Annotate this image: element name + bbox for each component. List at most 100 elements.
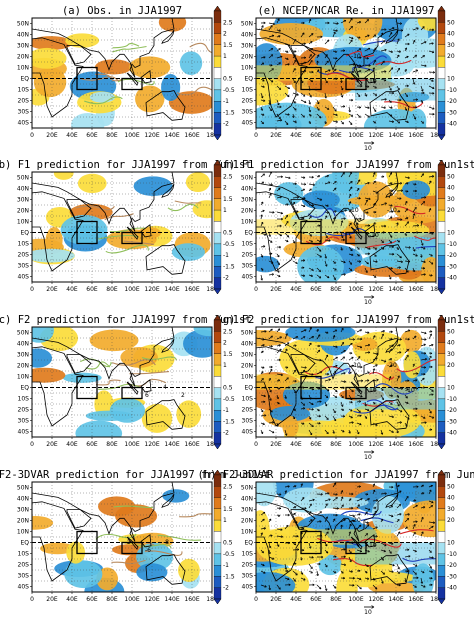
- wind-vector: [428, 260, 434, 265]
- wind-vector-head: [414, 549, 417, 553]
- wind-vector-head: [392, 27, 395, 30]
- colorbar-label: 10: [447, 385, 455, 392]
- wind-vector: [420, 246, 426, 250]
- wind-vector: [300, 407, 306, 410]
- wind-vector-head: [350, 181, 353, 184]
- wind-vector-head: [292, 201, 295, 205]
- wind-vector-head: [264, 585, 267, 588]
- wind-vector: [276, 394, 279, 400]
- wind-vector-head: [325, 503, 328, 506]
- wind-vector-head: [296, 534, 299, 538]
- anomaly-patch: [33, 67, 67, 98]
- panel-g: (g) F2 prediction for JJA1997 from Jun1s…: [216, 314, 474, 461]
- wind-vector: [428, 180, 432, 185]
- wind-vector-head: [373, 335, 376, 338]
- colorbar-label: 2.5: [223, 328, 233, 335]
- wind-vector-head: [350, 18, 353, 21]
- lat-tick-label: 50N: [241, 175, 253, 182]
- lat-tick-label: 30S: [242, 263, 254, 270]
- wind-vector-head: [325, 264, 328, 267]
- colorbar-label: 50: [447, 328, 455, 335]
- wind-vector: [260, 330, 267, 333]
- lon-tick-label: 80E: [330, 132, 342, 139]
- wind-vector: [404, 394, 408, 399]
- wind-vector-head: [405, 94, 408, 97]
- wind-vector: [260, 56, 266, 59]
- wind-vector-head: [422, 201, 426, 204]
- wind-vector: [348, 415, 353, 419]
- lat-tick-label: EQ: [244, 230, 253, 237]
- wind-vector-head: [319, 371, 323, 374]
- anomaly-patch: [53, 172, 74, 180]
- wind-vector: [388, 106, 393, 109]
- wind-vector-head: [421, 484, 424, 488]
- wind-vector: [340, 380, 346, 383]
- wind-vector: [364, 64, 371, 66]
- wind-vector-head: [431, 50, 435, 54]
- wind-vector: [428, 556, 434, 559]
- colorbar-segment: [213, 221, 222, 233]
- wind-vector: [388, 172, 392, 178]
- wind-vector: [404, 267, 409, 273]
- anomaly-patch: [64, 560, 103, 589]
- wind-vector: [420, 377, 425, 382]
- wind-vector: [332, 113, 338, 116]
- wind-vector-head: [336, 507, 339, 510]
- lat-tick-label: 30S: [242, 418, 254, 425]
- coastline: [161, 338, 175, 354]
- wind-vector-head: [280, 373, 283, 377]
- contour-line: [113, 505, 154, 509]
- lat-tick-label: 40N: [241, 496, 253, 503]
- colorbar-segment: [213, 89, 222, 102]
- wind-vector: [316, 520, 322, 523]
- lon-tick-label: 180: [430, 441, 442, 448]
- panel-b: (b) F1 prediction for JJA1997 from Jun1s…: [0, 159, 252, 293]
- lon-tick-label: 180: [430, 132, 442, 139]
- wind-vector-head: [406, 354, 409, 358]
- wind-vector-head: [341, 342, 345, 345]
- wind-vector: [396, 67, 400, 73]
- lon-tick-label: 20E: [270, 441, 282, 448]
- colorbar-label: -0.5: [223, 87, 235, 94]
- wind-vector-head: [408, 555, 411, 558]
- wind-vector: [420, 273, 426, 276]
- wind-vector: [340, 92, 343, 98]
- wind-vector: [372, 584, 378, 590]
- wind-vector-head: [381, 397, 384, 401]
- vector-reference-head: [371, 450, 375, 454]
- wind-vector-head: [397, 404, 400, 407]
- wind-vector: [324, 429, 329, 435]
- wind-vector: [348, 365, 355, 368]
- contour-line: [112, 45, 147, 53]
- wind-vector-head: [398, 266, 401, 269]
- colorbar-segment: [213, 553, 222, 566]
- coastline: [32, 327, 175, 387]
- wind-vector-head: [364, 416, 368, 419]
- wind-vector-head: [325, 215, 328, 218]
- wind-vector: [364, 260, 369, 265]
- wind-vector-head: [318, 344, 321, 348]
- wind-vector-head: [382, 175, 385, 178]
- wind-vector-head: [302, 188, 305, 192]
- wind-vector-head: [368, 224, 371, 227]
- wind-vector-head: [424, 196, 427, 199]
- lon-tick-label: 180: [430, 286, 442, 293]
- colorbar-label: 50: [447, 173, 455, 180]
- wind-vector-head: [327, 21, 330, 25]
- lat-tick-label: 10S: [242, 396, 254, 403]
- wind-vector: [316, 570, 319, 576]
- colorbar-label: -30: [447, 573, 457, 580]
- wind-vector: [428, 42, 434, 45]
- wind-vector-head: [415, 414, 418, 417]
- lon-tick-label: 180: [206, 596, 218, 603]
- wind-vector: [332, 493, 338, 495]
- wind-vector-head: [373, 222, 376, 225]
- anomaly-field: [256, 172, 436, 282]
- wind-vector-head: [398, 210, 401, 213]
- region-box-arabian-sea: [300, 530, 322, 555]
- wind-vector-head: [327, 107, 330, 110]
- wind-vector-head: [406, 190, 409, 193]
- wind-vector-head: [278, 187, 281, 191]
- colorbar-label: 2: [223, 185, 227, 192]
